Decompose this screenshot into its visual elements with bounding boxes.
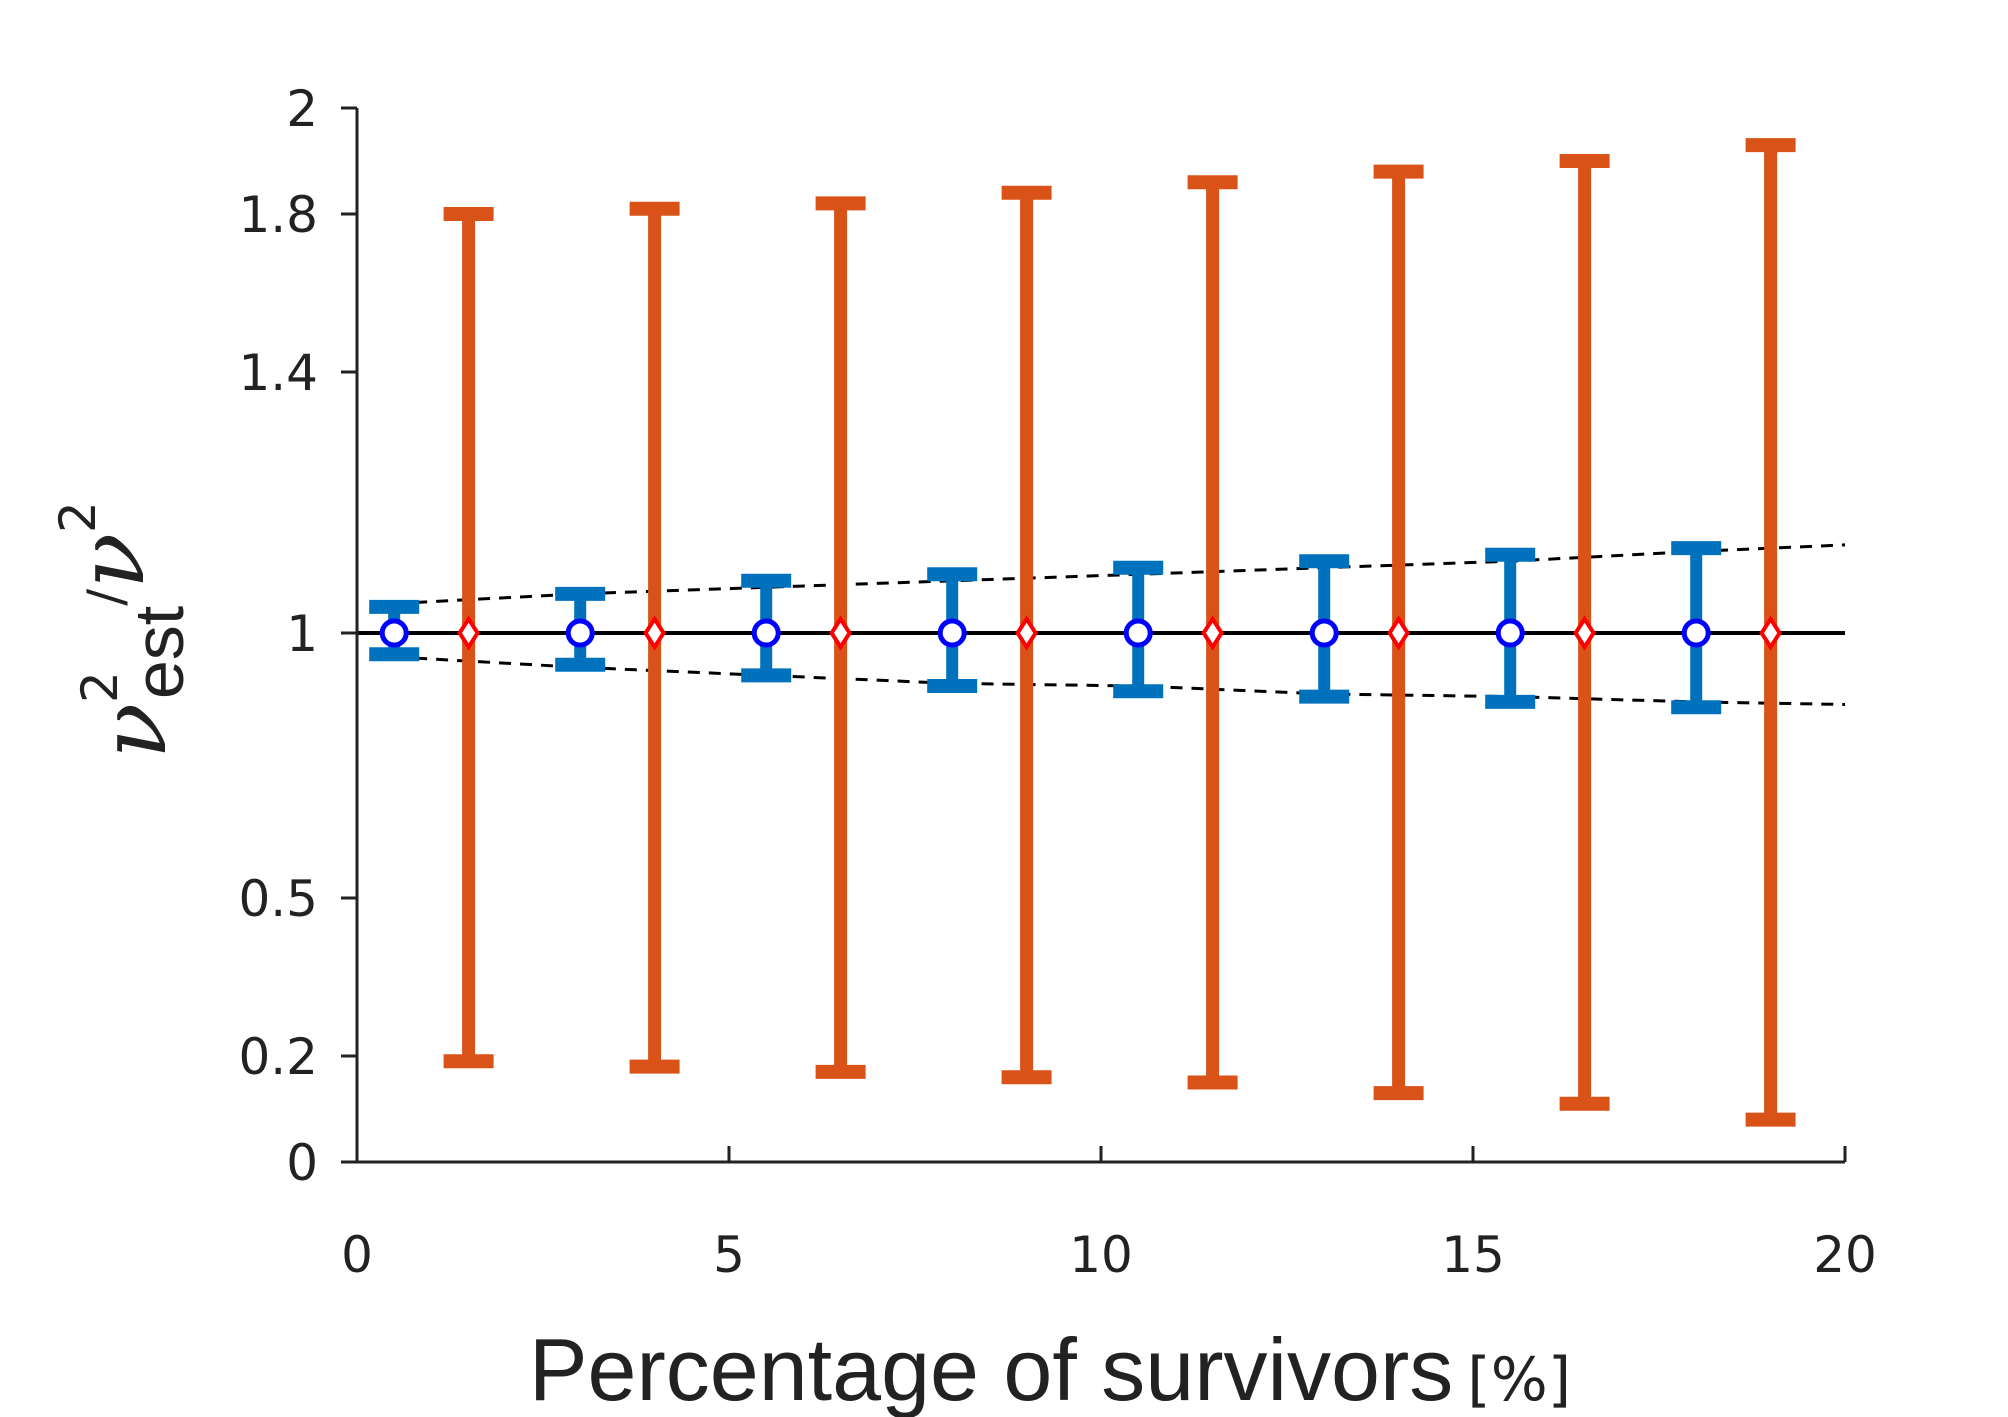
y-label-sup-1: 2 xyxy=(71,671,129,703)
blue-circle-marker xyxy=(1309,618,1339,648)
x-tick-label: 15 xyxy=(1441,1226,1505,1284)
y-label-slash: / xyxy=(77,589,135,606)
blue-circle-marker xyxy=(565,618,595,648)
red-diamond-marker xyxy=(1759,615,1782,651)
axes: 00.20.511.41.820 5 10 15 20 xyxy=(238,80,1876,1284)
y-axis-label: ν2est/ν2 xyxy=(49,501,198,759)
y-label-nu-1: ν xyxy=(80,703,187,759)
red-diamond-marker xyxy=(1015,615,1038,651)
red-diamond-marker xyxy=(1201,615,1224,651)
y-tick-label: 1.8 xyxy=(238,186,318,244)
blue-circle-marker xyxy=(1123,618,1153,648)
red-diamond-marker xyxy=(829,615,852,651)
y-tick-label: 1.4 xyxy=(238,344,318,402)
x-tick-label: 10 xyxy=(1069,1226,1133,1284)
plot-area xyxy=(357,138,1846,1127)
x-axis-label: Percentage of survivors [%] xyxy=(529,1320,1571,1417)
red-diamond-marker xyxy=(1387,615,1410,651)
y-label-sup-2: 2 xyxy=(49,501,107,533)
x-axis-label-text: Percentage of survivors xyxy=(529,1320,1453,1417)
red-diamond-marker xyxy=(1573,615,1596,651)
y-label-nu-2: ν xyxy=(58,533,165,589)
y-tick-label: 0.5 xyxy=(238,870,318,928)
blue-circle-marker xyxy=(751,618,781,648)
blue-circle-marker xyxy=(937,618,967,648)
axis-labels: Percentage of survivors [%] ν2est/ν2 xyxy=(49,501,1571,1417)
y-tick-label: 1 xyxy=(286,605,318,663)
y-tick-label: 0 xyxy=(286,1134,318,1192)
blue-circle-marker xyxy=(1495,618,1525,648)
x-tick-label: 20 xyxy=(1813,1226,1877,1284)
y-tick-label: 2 xyxy=(286,80,318,138)
x-axis-unit: [%] xyxy=(1467,1345,1571,1415)
x-tick-label: 0 xyxy=(341,1226,373,1284)
blue-circle-marker xyxy=(379,618,409,648)
svg-text:ν2est/ν2: ν2est/ν2 xyxy=(49,501,198,759)
red-diamond-marker xyxy=(643,615,666,651)
blue-circle-marker xyxy=(1681,618,1711,648)
y-tick-label: 0.2 xyxy=(238,1028,318,1086)
red-diamond-marker xyxy=(457,615,480,651)
y-label-sub: est xyxy=(120,606,198,699)
x-tick-label: 5 xyxy=(713,1226,745,1284)
